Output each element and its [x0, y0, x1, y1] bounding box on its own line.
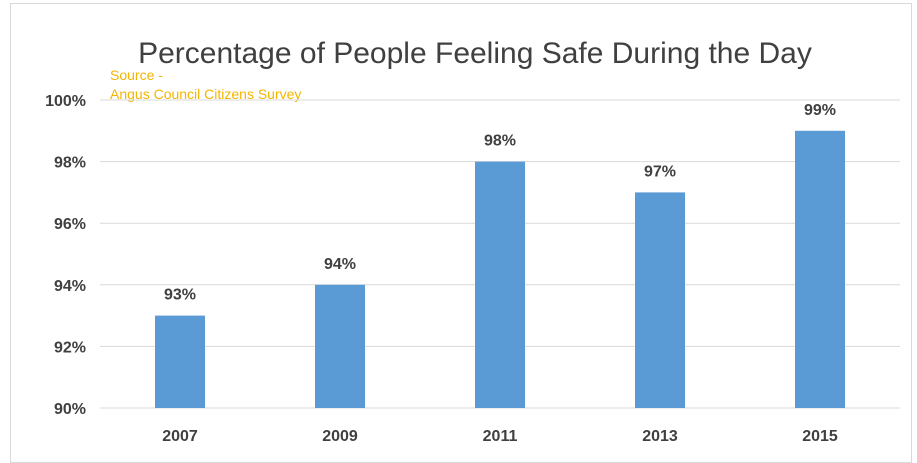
data-labels: 93% 94% 98% 97% 99% — [164, 102, 836, 304]
source-line-1: Source - — [110, 67, 163, 83]
data-label: 94% — [324, 256, 356, 273]
y-axis: 90% 92% 94% 96% 98% 100% — [45, 93, 86, 418]
x-tick-label: 2013 — [642, 428, 678, 445]
data-label: 97% — [644, 163, 676, 180]
bar — [635, 192, 685, 408]
y-tick-label: 92% — [54, 339, 86, 356]
source-line-2: Angus Council Citizens Survey — [110, 86, 301, 102]
y-tick-label: 94% — [54, 278, 86, 295]
data-label: 99% — [804, 102, 836, 119]
y-tick-label: 90% — [54, 401, 86, 418]
x-tick-label: 2015 — [802, 428, 838, 445]
x-tick-label: 2011 — [483, 428, 518, 445]
x-tick-label: 2009 — [322, 428, 358, 445]
y-tick-label: 98% — [54, 155, 86, 172]
data-label: 93% — [164, 287, 196, 304]
y-tick-label: 100% — [45, 93, 86, 110]
bar — [155, 315, 205, 408]
x-tick-label: 2007 — [162, 428, 198, 445]
bar — [795, 130, 845, 409]
bar — [315, 284, 365, 408]
x-axis: 2007 2009 2011 2013 2015 — [162, 428, 838, 445]
bar — [475, 161, 525, 408]
bars — [155, 130, 845, 409]
chart-title: Percentage of People Feeling Safe During… — [138, 37, 812, 70]
y-tick-label: 96% — [54, 216, 86, 233]
data-label: 98% — [484, 133, 516, 150]
